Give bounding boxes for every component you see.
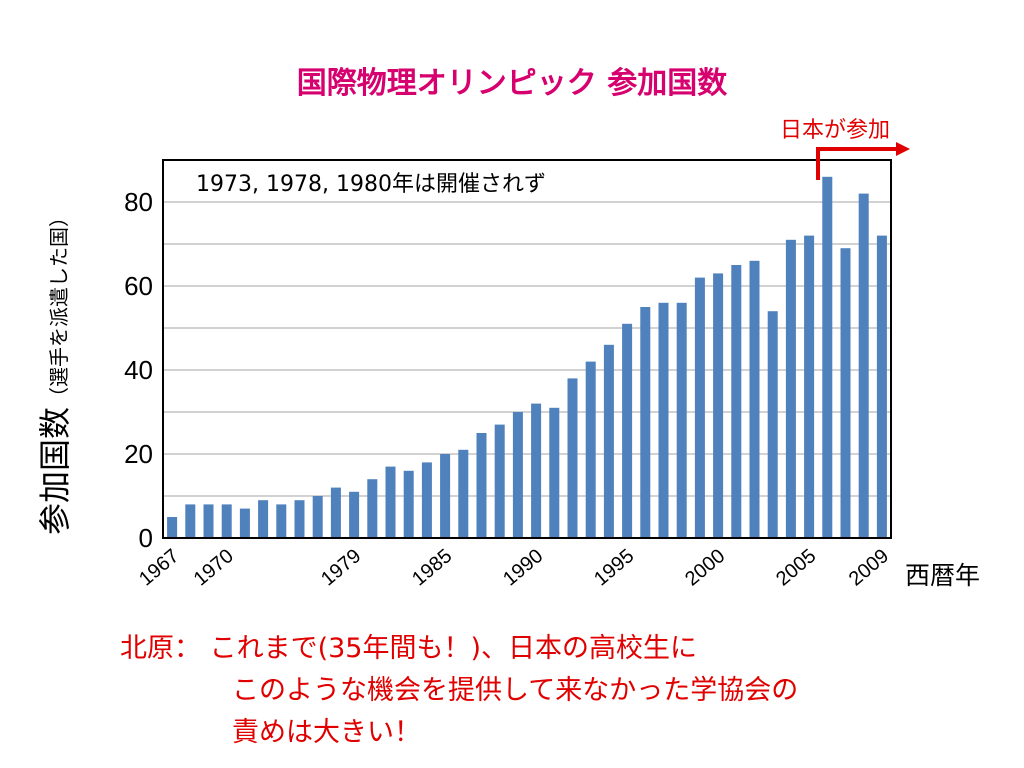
y-tick-20: 20: [124, 439, 153, 469]
bar-1985: [440, 454, 451, 538]
y-tick-labels: 0 20 40 60 80: [124, 187, 153, 553]
bar-1993: [585, 361, 596, 538]
not-held-note: 1973, 1978, 1980年は開催されず: [196, 172, 546, 197]
bar-1988: [494, 424, 505, 538]
bar-2006: [822, 176, 833, 539]
bar-1972: [258, 500, 269, 538]
x-tick-1985: 1985: [408, 545, 456, 590]
x-tick-1995: 1995: [590, 545, 638, 590]
bar-1984: [421, 462, 432, 538]
bar-1974: [276, 504, 287, 538]
y-tick-60: 60: [124, 271, 153, 301]
plot-frame: [162, 159, 892, 539]
bar-1991: [549, 407, 560, 538]
bar-1994: [603, 344, 614, 538]
bar-1990: [531, 403, 542, 538]
bar-1983: [403, 470, 414, 538]
bar-1992: [567, 378, 578, 538]
grid-lines: [163, 201, 891, 497]
bar-1982: [385, 466, 396, 538]
bar-2009: [876, 235, 887, 538]
bar-1996: [640, 307, 651, 538]
bar-1977: [330, 487, 341, 538]
x-tick-2000: 2000: [681, 545, 729, 590]
bar-1970: [221, 504, 232, 538]
japan-participation-callout: 日本が参加: [780, 118, 891, 143]
callout-arrow: [816, 142, 910, 180]
bar-2000: [713, 273, 724, 538]
comment-line-1: 北原： これまで(35年間も！)、日本の高校生に: [120, 633, 698, 664]
bar-1971: [239, 508, 250, 538]
x-tick-2009: 2009: [845, 545, 893, 590]
bar-1981: [367, 479, 378, 538]
bar-1997: [658, 302, 669, 538]
bar-1987: [476, 433, 487, 538]
bar-1995: [622, 323, 633, 538]
x-axis-unit: 西暦年: [905, 561, 981, 590]
bar-1986: [458, 449, 469, 538]
bar-2004: [785, 239, 796, 539]
bar-2005: [804, 235, 815, 538]
bar-2003: [767, 311, 778, 538]
bar-1967: [167, 517, 178, 538]
bar-2007: [840, 248, 851, 538]
x-tick-labels: 1967 1970 1979 1985 1990 1995 2000 2005 2009: [135, 545, 893, 590]
bar-2008: [858, 193, 869, 538]
y-tick-0: 0: [139, 523, 153, 553]
y-tick-80: 80: [124, 187, 153, 217]
bar-1999: [694, 277, 705, 538]
bar-2002: [749, 260, 760, 538]
comment-block: 北原： これまで(35年間も！)、日本の高校生に このような機会を提供して来なか…: [120, 628, 798, 754]
bar-1975: [294, 500, 305, 538]
x-tick-1970: 1970: [190, 545, 238, 590]
x-tick-1990: 1990: [499, 545, 547, 590]
comment-line-2: このような機会を提供して来なかった学協会の: [232, 675, 799, 706]
bar-2001: [731, 265, 742, 538]
y-tick-40: 40: [124, 355, 153, 385]
bars: [167, 176, 887, 539]
comment-line-3: 責めは大きい！: [232, 717, 421, 748]
x-tick-1979: 1979: [317, 545, 365, 590]
bar-1979: [349, 491, 360, 538]
bar-1968: [185, 504, 196, 538]
bar-1976: [312, 496, 323, 538]
chart-title: 国際物理オリンピック 参加国数: [296, 66, 728, 101]
bar-1989: [512, 412, 523, 538]
x-tick-2005: 2005: [772, 545, 820, 590]
bar-1998: [676, 302, 687, 538]
bar-1969: [203, 504, 214, 538]
